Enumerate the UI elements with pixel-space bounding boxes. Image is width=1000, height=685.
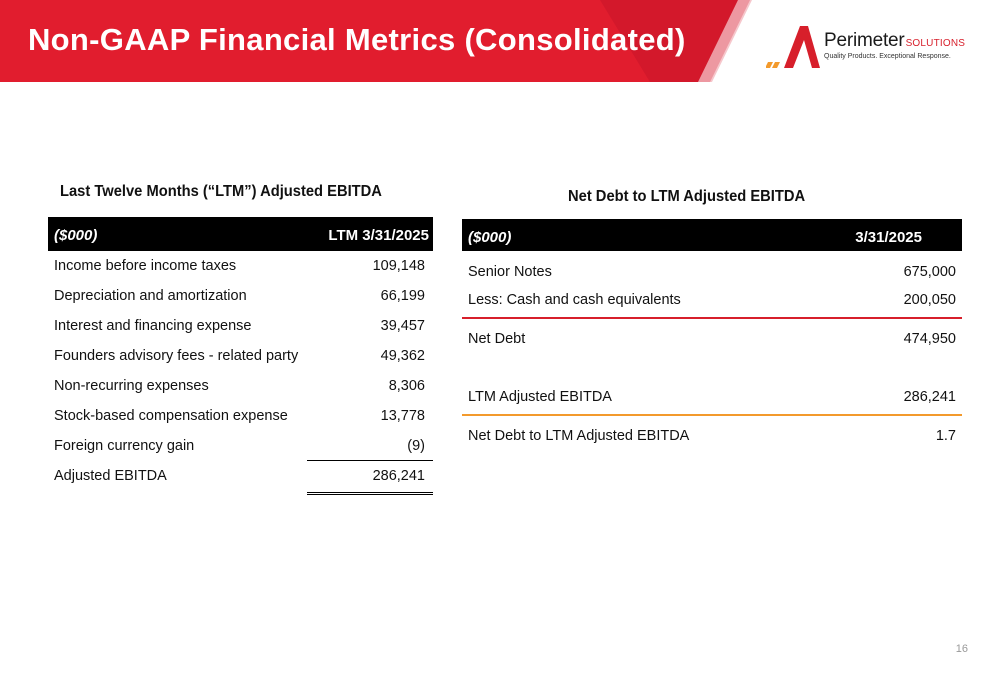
row-value: 1.7 (935, 428, 956, 444)
row-value: 66,199 (380, 288, 425, 304)
table-row: LTM Adjusted EBITDA 286,241 (462, 383, 962, 411)
red-divider (462, 317, 962, 319)
perimeter-logo-icon (766, 26, 820, 68)
row-label: Adjusted EBITDA (54, 468, 167, 484)
units-header: ($000) (468, 229, 512, 246)
table-row: Interest and financing expense 39,457 (48, 311, 433, 341)
logo-tagline: Quality Products. Exceptional Response. (824, 53, 951, 60)
row-label: Depreciation and amortization (54, 288, 247, 304)
logo-suffix: SOLUTIONS (905, 38, 966, 49)
row-value: 49,362 (380, 348, 425, 364)
company-logo: PerimeterSOLUTIONS Quality Products. Exc… (766, 22, 976, 72)
net-debt-table: ($000) 3/31/2025 Senior Notes 675,000 Le… (462, 219, 962, 450)
ltm-ebitda-title: Last Twelve Months (“LTM”) Adjusted EBIT… (60, 183, 382, 200)
row-label: Less: Cash and cash equivalents (468, 292, 681, 308)
table-row: Foreign currency gain (9) (48, 431, 433, 461)
row-value: 39,457 (380, 318, 425, 334)
row-label: Senior Notes (468, 264, 552, 280)
row-value: 200,050 (903, 292, 956, 308)
table-row: Less: Cash and cash equivalents 200,050 (462, 286, 962, 314)
row-label: LTM Adjusted EBITDA (468, 389, 612, 405)
table-header: ($000) LTM 3/31/2025 (48, 217, 433, 251)
row-value: 474,950 (903, 331, 956, 347)
subtotal-rule (307, 460, 433, 461)
table-row: Founders advisory fees - related party 4… (48, 341, 433, 371)
table-row: Income before income taxes 109,148 (48, 251, 433, 281)
row-label: Net Debt to LTM Adjusted EBITDA (468, 428, 690, 444)
ltm-ebitda-table: ($000) LTM 3/31/2025 Income before incom… (48, 217, 433, 495)
page-number: 16 (955, 643, 968, 655)
period-header: LTM 3/31/2025 (328, 227, 429, 244)
row-label: Foreign currency gain (54, 438, 195, 454)
table-row: Net Debt 474,950 (462, 325, 962, 353)
row-label: Income before income taxes (54, 258, 237, 274)
units-header: ($000) (54, 227, 98, 244)
table-row: Net Debt to LTM Adjusted EBITDA 1.7 (462, 422, 962, 450)
table-row: Stock-based compensation expense 13,778 (48, 401, 433, 431)
table-header: ($000) 3/31/2025 (462, 219, 962, 251)
row-label: Net Debt (468, 331, 526, 347)
row-value: 109,148 (372, 258, 425, 274)
row-value: (9) (407, 438, 425, 454)
row-label: Founders advisory fees - related party (54, 348, 299, 364)
total-row: Adjusted EBITDA 286,241 (48, 461, 433, 495)
row-label: Interest and financing expense (54, 318, 252, 334)
logo-wordmark: PerimeterSOLUTIONS (824, 30, 965, 52)
row-label: Stock-based compensation expense (54, 408, 288, 424)
row-value: 8,306 (388, 378, 425, 394)
row-value: 13,778 (380, 408, 425, 424)
total-double-rule (307, 492, 433, 495)
header-background (0, 0, 752, 82)
net-debt-title: Net Debt to LTM Adjusted EBITDA (568, 188, 806, 205)
orange-divider (462, 414, 962, 416)
table-row: Depreciation and amortization 66,199 (48, 281, 433, 311)
row-value: 286,241 (903, 389, 956, 405)
row-value: 675,000 (903, 264, 956, 280)
table-row: Senior Notes 675,000 (462, 258, 962, 286)
logo-name: Perimeter (824, 30, 905, 51)
header-band: Non-GAAP Financial Metrics (Consolidated… (0, 0, 1000, 82)
period-header: 3/31/2025 (855, 229, 922, 246)
row-value: 286,241 (372, 468, 425, 484)
table-row: Non-recurring expenses 8,306 (48, 371, 433, 401)
page-title: Non-GAAP Financial Metrics (Consolidated… (28, 22, 686, 57)
row-label: Non-recurring expenses (54, 378, 209, 394)
